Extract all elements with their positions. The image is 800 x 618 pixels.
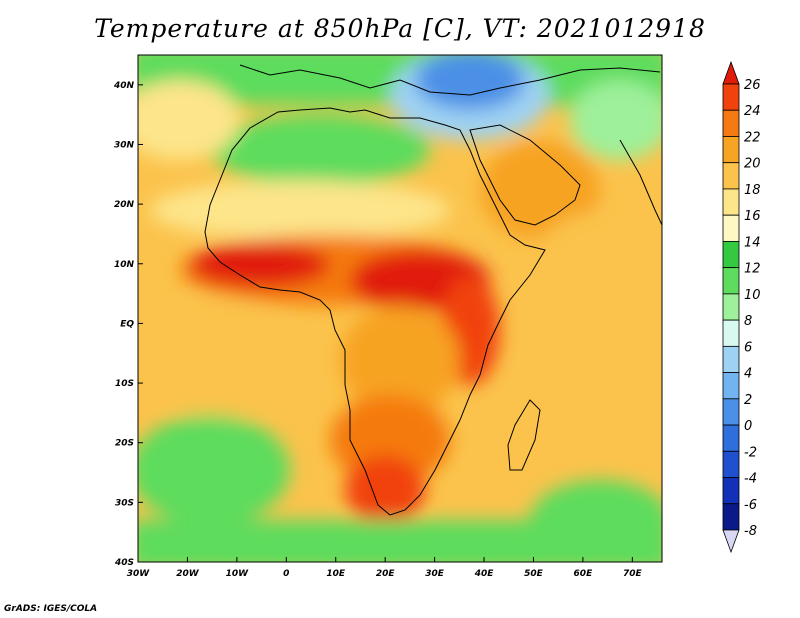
colorbar-segment: [722, 267, 740, 295]
india-coastline: [619, 139, 662, 226]
lat-tick-label: EQ: [120, 319, 134, 329]
colorbar-label: 0: [744, 419, 752, 434]
lat-tick-label: 30S: [115, 498, 134, 508]
coastlines: [204, 64, 662, 516]
colorbar-label: 6: [744, 340, 752, 355]
credit-label: GrADS: IGES/COLA: [4, 604, 98, 614]
lat-tick-label: 10N: [114, 260, 135, 270]
colorbar-segment: [722, 109, 740, 137]
lat-tick-label: 40S: [114, 558, 134, 568]
colorbar-segment: [722, 424, 740, 452]
colorbar-segment: [722, 162, 740, 190]
colorbar-segment: [722, 293, 740, 321]
temperature-field: [138, 55, 662, 562]
colorbar-top-arrow: [722, 60, 740, 85]
colorbar-label: -6: [744, 498, 757, 513]
colorbar-segment: [722, 241, 740, 269]
colorbar-segment: [722, 214, 740, 242]
europe-coastline: [239, 64, 661, 96]
africa-coastline: [204, 107, 546, 516]
arabia-coastline: [469, 124, 581, 226]
colorbar-segment: [722, 83, 740, 111]
lon-tick-label: 70E: [623, 569, 643, 579]
colorbar-segment: [722, 503, 740, 531]
colorbar-bottom-arrow: [722, 529, 740, 554]
lon-tick-label: 30W: [127, 569, 151, 579]
colorbar-label: -8: [744, 524, 757, 539]
lat-tick-label: 10S: [115, 379, 134, 389]
colorbar-segment: [722, 345, 740, 373]
colorbar-segment: [722, 477, 740, 505]
colorbar-label: 26: [744, 78, 761, 93]
lon-tick-label: 10W: [226, 569, 250, 579]
colorbar-label: 24: [744, 104, 761, 119]
lon-tick-label: 20W: [176, 569, 200, 579]
lon-tick-label: 60E: [574, 569, 594, 579]
lon-tick-label: 0: [283, 569, 289, 579]
lon-tick-label: 10E: [326, 569, 346, 579]
colorbar-label: 4: [744, 367, 752, 382]
colorbar-segment: [722, 136, 740, 164]
colorbar-label: -4: [744, 472, 757, 487]
colorbar-segment: [722, 398, 740, 426]
colorbar-label: 12: [744, 262, 761, 277]
colorbar-label: 8: [744, 314, 752, 329]
lat-tick-label: 40N: [113, 81, 135, 91]
colorbar-label: 2: [744, 393, 752, 408]
colorbar-label: 10: [744, 288, 761, 303]
lon-tick-label: 40E: [474, 569, 495, 579]
colorbar-label: -2: [744, 445, 757, 460]
map-frame: [137, 54, 663, 563]
colorbar-label: 16: [744, 209, 761, 224]
map-title: Temperature at 850hPa [C], VT: 202101291…: [94, 14, 706, 43]
colorbar-segment: [722, 188, 740, 216]
lon-tick-label: 30E: [425, 569, 445, 579]
colorbar-segment: [722, 372, 740, 400]
lon-tick-label: 20E: [376, 569, 396, 579]
lat-tick-label: 30N: [114, 140, 135, 150]
colorbar-label: 14: [744, 235, 761, 250]
colorbar-label: 22: [744, 130, 761, 145]
colorbar-label: 18: [744, 183, 761, 198]
colorbar-segment: [722, 450, 740, 478]
colorbar-label: 20: [744, 157, 761, 172]
lon-tick-label: 50E: [524, 569, 544, 579]
lat-tick-label: 20N: [114, 200, 135, 210]
lat-tick-label: 20S: [115, 439, 134, 449]
axis-ticks: 30W 20W 10W 0 10E 20E 30E 40E 50E 60E 70E 40N 30N 20N…: [113, 81, 643, 579]
madagascar-coastline: [507, 399, 541, 471]
colorbar-segment: [722, 319, 740, 347]
